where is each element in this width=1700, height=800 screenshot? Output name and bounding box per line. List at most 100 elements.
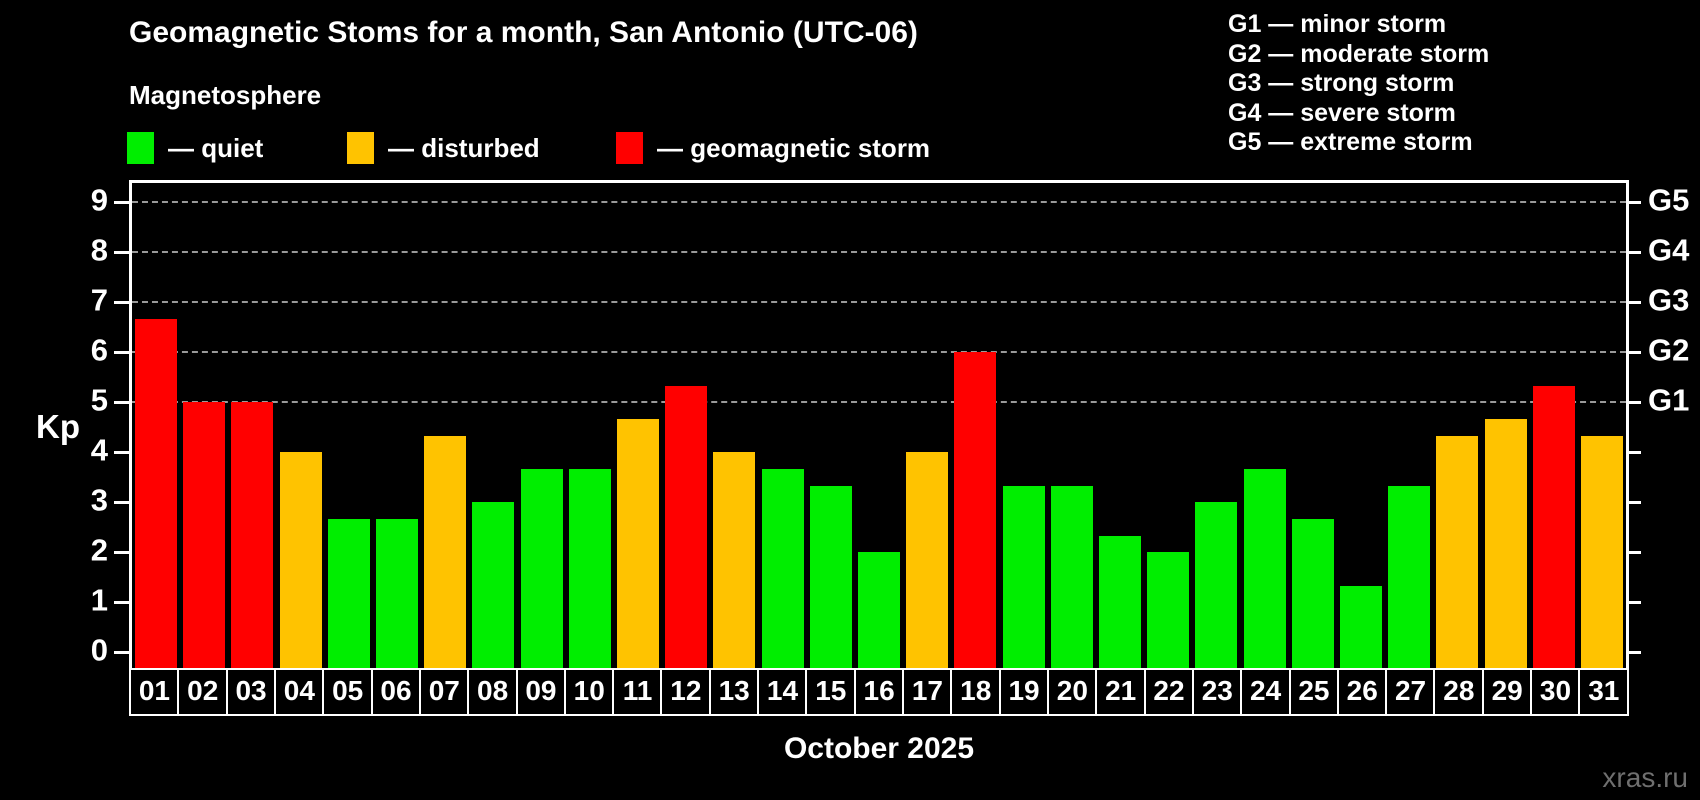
storm-color-swatch (616, 132, 643, 164)
left-tick-kp4 (114, 451, 129, 454)
day-label-28: 28 (1433, 668, 1485, 716)
gridline-kp9 (132, 201, 1626, 203)
left-tick-kp3 (114, 501, 129, 504)
kp-bar-day-09 (520, 468, 563, 668)
kp-bar-day-28 (1436, 435, 1479, 668)
left-tick-kp9 (114, 201, 129, 204)
gridline-kp6 (132, 351, 1626, 353)
kp-bar-day-20 (1050, 485, 1093, 668)
y-tick-label-3: 3 (90, 482, 108, 518)
right-label-g5: G5 (1648, 182, 1690, 218)
kp-bar-day-27 (1388, 485, 1431, 668)
day-label-25: 25 (1288, 668, 1340, 716)
right-tick-kp0 (1626, 651, 1641, 654)
disturbed-color-swatch (347, 132, 374, 164)
day-label-10: 10 (563, 668, 615, 716)
y-tick-label-6: 6 (90, 332, 108, 368)
y-tick-label-1: 1 (90, 582, 108, 618)
day-label-row: 01 02 03 04 05 06 07 08 09 10 11 12 13 14 15 16 17 18 19 20… (129, 668, 1630, 716)
g3-legend-line: G3 — strong storm (1228, 69, 1455, 97)
day-label-01: 01 (129, 668, 180, 716)
kp-bar-day-30 (1532, 385, 1575, 668)
kp-bar-day-01 (135, 318, 178, 668)
kp-bar-day-13 (713, 452, 756, 668)
right-tick-kp9 (1626, 201, 1641, 204)
day-label-20: 20 (1046, 668, 1098, 716)
magnetosphere-label: Magnetosphere (129, 80, 322, 110)
day-label-09: 09 (515, 668, 567, 716)
day-label-12: 12 (660, 668, 712, 716)
day-label-05: 05 (322, 668, 374, 716)
g4-legend-line: G4 — severe storm (1228, 98, 1456, 127)
chart-title: Geomagnetic Stoms for a month, San Anton… (129, 16, 918, 49)
gridline-kp7 (132, 301, 1626, 303)
y-tick-label-4: 4 (90, 432, 108, 468)
kp-bar-day-31 (1580, 435, 1623, 668)
day-label-16: 16 (853, 668, 905, 716)
kp-bar-day-23 (1195, 502, 1238, 668)
day-label-08: 08 (467, 668, 518, 716)
gridline-kp5 (132, 401, 1626, 403)
legend-label-quiet: — quiet (168, 132, 264, 163)
kp-bar-day-25 (1291, 518, 1334, 668)
kp-bar-day-07 (424, 435, 467, 668)
y-tick-label-7: 7 (90, 282, 108, 318)
kp-bar-day-24 (1243, 468, 1286, 668)
right-tick-kp1 (1626, 601, 1641, 604)
gridline-kp8 (132, 251, 1626, 253)
right-tick-kp7 (1626, 301, 1641, 304)
legend-item-quiet: — quiet (127, 132, 263, 164)
day-label-17: 17 (902, 668, 953, 716)
right-tick-kp5 (1626, 401, 1641, 404)
g1-legend-line: G1 — minor storm (1228, 10, 1447, 38)
y-tick-label-8: 8 (90, 232, 108, 268)
y-tick-label-2: 2 (90, 532, 108, 568)
right-label-g4: G4 (1648, 232, 1690, 268)
kp-bar-day-29 (1484, 418, 1527, 668)
right-tick-kp8 (1626, 251, 1641, 254)
day-label-31: 31 (1578, 668, 1630, 716)
y-tick-label-0: 0 (90, 632, 108, 668)
kp-bar-day-21 (1098, 535, 1141, 668)
left-tick-kp6 (114, 351, 129, 354)
day-label-22: 22 (1143, 668, 1195, 716)
right-label-g3: G3 (1648, 282, 1690, 318)
right-tick-kp3 (1626, 501, 1641, 504)
day-label-04: 04 (273, 668, 325, 716)
kp-bar-day-10 (568, 468, 611, 668)
g2-legend-line: G2 — moderate storm (1228, 39, 1490, 68)
day-label-18: 18 (950, 668, 1002, 716)
kp-bar-day-06 (376, 518, 419, 668)
storm-scale-legend: G1 — minor storm G2 — moderate storm G3 … (1228, 10, 1489, 158)
kp-bar-day-14 (761, 468, 804, 668)
left-tick-kp5 (114, 401, 129, 404)
legend-label-storm: — geomagnetic storm (657, 132, 931, 163)
right-label-g1: G1 (1648, 382, 1690, 418)
right-tick-kp2 (1626, 551, 1641, 554)
day-label-26: 26 (1336, 668, 1388, 716)
watermark: xras.ru (1602, 762, 1688, 793)
y-tick-label-5: 5 (90, 382, 108, 418)
right-tick-kp4 (1626, 451, 1641, 454)
y-axis-label: Kp (36, 408, 80, 445)
kp-bar-day-17 (906, 452, 949, 668)
day-label-23: 23 (1191, 668, 1243, 716)
day-label-29: 29 (1481, 668, 1533, 716)
left-tick-kp0 (114, 651, 129, 654)
day-label-19: 19 (998, 668, 1050, 716)
legend-label-disturbed: — disturbed (388, 132, 540, 163)
left-tick-kp2 (114, 551, 129, 554)
month-label: October 2025 (783, 732, 975, 765)
right-label-g2: G2 (1648, 332, 1690, 368)
day-label-30: 30 (1530, 668, 1581, 716)
kp-bar-day-03 (231, 402, 274, 668)
kp-bar-day-12 (665, 385, 708, 668)
day-label-24: 24 (1240, 668, 1291, 716)
day-label-06: 06 (370, 668, 422, 716)
left-tick-kp7 (114, 301, 129, 304)
kp-bar-day-19 (1002, 485, 1045, 668)
day-label-02: 02 (177, 668, 229, 716)
day-label-14: 14 (757, 668, 808, 716)
left-tick-kp1 (114, 601, 129, 604)
day-label-27: 27 (1385, 668, 1436, 716)
